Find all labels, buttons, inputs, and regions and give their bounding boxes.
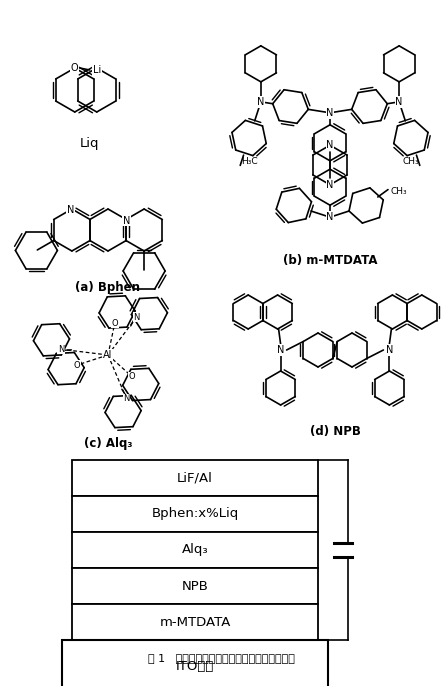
Text: LiF/Al: LiF/Al: [177, 471, 213, 484]
Text: O: O: [112, 318, 118, 328]
Text: (b) m-MTDATA: (b) m-MTDATA: [283, 254, 377, 267]
Text: Alq₃: Alq₃: [182, 543, 208, 556]
Text: O: O: [129, 372, 136, 381]
Bar: [72, 496, 318, 532]
Text: N: N: [326, 212, 334, 222]
Text: N: N: [326, 140, 334, 150]
Text: CH₃: CH₃: [391, 187, 408, 196]
Text: N: N: [326, 108, 334, 118]
Bar: [72, 460, 318, 496]
Text: Al: Al: [103, 350, 113, 360]
Text: O: O: [74, 361, 80, 370]
Text: N: N: [133, 313, 140, 322]
Text: N: N: [123, 394, 130, 403]
Text: O: O: [71, 63, 78, 73]
Text: 图 1   主要有机材料的分子式及器件结构示意图: 图 1 主要有机材料的分子式及器件结构示意图: [148, 653, 295, 663]
Text: NPB: NPB: [182, 580, 209, 593]
Text: Bphen:x%Liq: Bphen:x%Liq: [152, 508, 239, 521]
Bar: [62, 640, 328, 686]
Text: CH₃: CH₃: [402, 157, 419, 166]
Text: N: N: [326, 180, 334, 190]
Text: H₃C: H₃C: [241, 157, 258, 166]
Text: N: N: [386, 345, 393, 355]
Text: (d) NPB: (d) NPB: [310, 425, 361, 438]
Text: m-MTDATA: m-MTDATA: [159, 615, 231, 628]
Text: N: N: [123, 215, 131, 226]
Text: N: N: [277, 345, 284, 355]
Text: Liq: Liq: [80, 137, 100, 150]
Bar: [72, 532, 318, 568]
Text: N: N: [257, 97, 264, 107]
Text: (a) Bphen: (a) Bphen: [75, 281, 140, 294]
Bar: [72, 604, 318, 640]
Text: N: N: [58, 345, 64, 354]
Text: Li: Li: [93, 65, 101, 75]
Text: ITO玻璃: ITO玻璃: [176, 659, 214, 672]
Text: N: N: [396, 97, 403, 107]
Text: (c) Alq₃: (c) Alq₃: [84, 436, 132, 449]
Text: N: N: [67, 205, 74, 215]
Text: N: N: [94, 64, 101, 74]
Bar: [72, 568, 318, 604]
